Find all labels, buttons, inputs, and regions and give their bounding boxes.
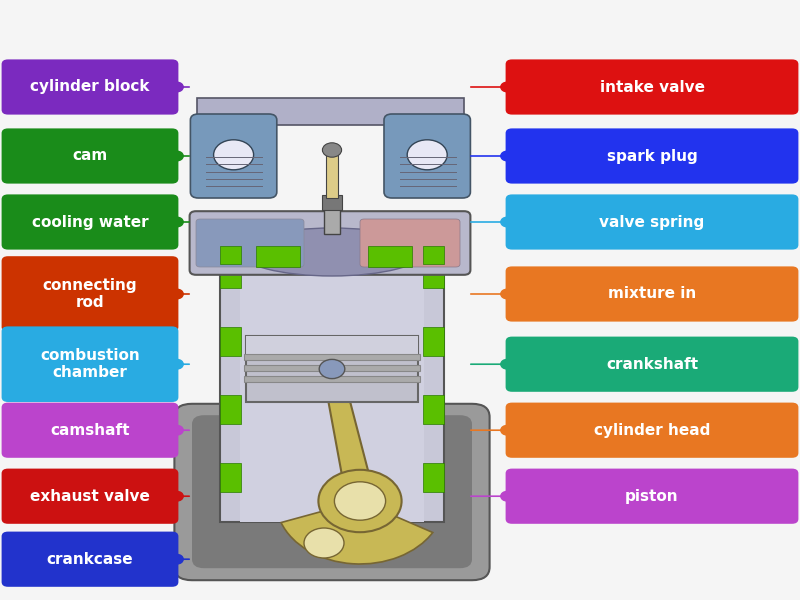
Circle shape bbox=[501, 491, 514, 501]
Bar bbox=[244, 376, 420, 382]
Bar bbox=[220, 327, 241, 356]
Text: mixture in: mixture in bbox=[608, 286, 696, 301]
Circle shape bbox=[501, 217, 514, 227]
Polygon shape bbox=[322, 369, 374, 495]
Bar bbox=[368, 246, 412, 267]
Bar bbox=[220, 463, 241, 492]
FancyBboxPatch shape bbox=[2, 403, 178, 458]
FancyBboxPatch shape bbox=[2, 256, 178, 332]
Text: piston: piston bbox=[625, 488, 679, 504]
FancyBboxPatch shape bbox=[190, 114, 277, 198]
FancyBboxPatch shape bbox=[506, 469, 798, 524]
Circle shape bbox=[170, 289, 183, 299]
Circle shape bbox=[170, 491, 183, 501]
Bar bbox=[322, 195, 342, 210]
Circle shape bbox=[501, 425, 514, 435]
Text: cylinder head: cylinder head bbox=[594, 422, 710, 438]
FancyBboxPatch shape bbox=[174, 404, 490, 580]
Bar bbox=[220, 252, 444, 522]
Text: exhaust valve: exhaust valve bbox=[30, 488, 150, 504]
FancyBboxPatch shape bbox=[246, 336, 418, 402]
Bar bbox=[423, 395, 444, 424]
Text: camshaft: camshaft bbox=[50, 422, 130, 438]
Text: crankshaft: crankshaft bbox=[606, 356, 698, 371]
Bar bbox=[246, 336, 418, 354]
Circle shape bbox=[170, 217, 183, 227]
Circle shape bbox=[170, 425, 183, 435]
Bar bbox=[220, 259, 241, 288]
FancyBboxPatch shape bbox=[197, 98, 464, 125]
Bar bbox=[240, 252, 424, 522]
Bar bbox=[256, 246, 300, 267]
Ellipse shape bbox=[240, 228, 424, 276]
Text: valve spring: valve spring bbox=[599, 214, 705, 229]
Text: connecting
rod: connecting rod bbox=[42, 278, 138, 310]
Wedge shape bbox=[281, 501, 433, 564]
Circle shape bbox=[322, 143, 342, 157]
Circle shape bbox=[170, 359, 183, 369]
Circle shape bbox=[501, 82, 514, 92]
Circle shape bbox=[318, 470, 402, 532]
Text: cylinder block: cylinder block bbox=[30, 79, 150, 94]
FancyBboxPatch shape bbox=[506, 266, 798, 322]
Bar bbox=[244, 365, 420, 371]
Circle shape bbox=[304, 528, 344, 558]
Circle shape bbox=[170, 151, 183, 161]
Text: combustion
chamber: combustion chamber bbox=[40, 348, 140, 380]
FancyBboxPatch shape bbox=[506, 403, 798, 458]
FancyBboxPatch shape bbox=[192, 415, 472, 568]
FancyBboxPatch shape bbox=[2, 59, 178, 115]
FancyBboxPatch shape bbox=[506, 337, 798, 392]
FancyBboxPatch shape bbox=[360, 219, 460, 267]
Circle shape bbox=[334, 482, 386, 520]
Text: crankcase: crankcase bbox=[46, 552, 134, 566]
Text: cam: cam bbox=[72, 148, 108, 163]
Bar bbox=[423, 463, 444, 492]
Bar bbox=[326, 153, 338, 198]
Circle shape bbox=[407, 140, 447, 170]
Circle shape bbox=[501, 359, 514, 369]
Bar bbox=[423, 246, 444, 264]
FancyBboxPatch shape bbox=[506, 59, 798, 115]
Bar bbox=[220, 395, 241, 424]
Text: spark plug: spark plug bbox=[606, 148, 698, 163]
FancyBboxPatch shape bbox=[2, 194, 178, 250]
Bar bbox=[324, 201, 340, 234]
FancyBboxPatch shape bbox=[190, 211, 470, 275]
Bar bbox=[220, 246, 241, 264]
FancyBboxPatch shape bbox=[506, 194, 798, 250]
FancyBboxPatch shape bbox=[2, 128, 178, 184]
Circle shape bbox=[501, 289, 514, 299]
Circle shape bbox=[501, 151, 514, 161]
Bar bbox=[423, 259, 444, 288]
Text: cooling water: cooling water bbox=[32, 214, 148, 229]
Text: intake valve: intake valve bbox=[599, 79, 705, 94]
Bar bbox=[244, 354, 420, 360]
FancyBboxPatch shape bbox=[2, 469, 178, 524]
Circle shape bbox=[214, 140, 254, 170]
Circle shape bbox=[319, 359, 345, 379]
FancyBboxPatch shape bbox=[196, 219, 304, 267]
Circle shape bbox=[170, 554, 183, 564]
FancyBboxPatch shape bbox=[384, 114, 470, 198]
FancyBboxPatch shape bbox=[2, 326, 178, 402]
Circle shape bbox=[170, 82, 183, 92]
FancyBboxPatch shape bbox=[506, 128, 798, 184]
FancyBboxPatch shape bbox=[2, 532, 178, 587]
Bar bbox=[423, 327, 444, 356]
